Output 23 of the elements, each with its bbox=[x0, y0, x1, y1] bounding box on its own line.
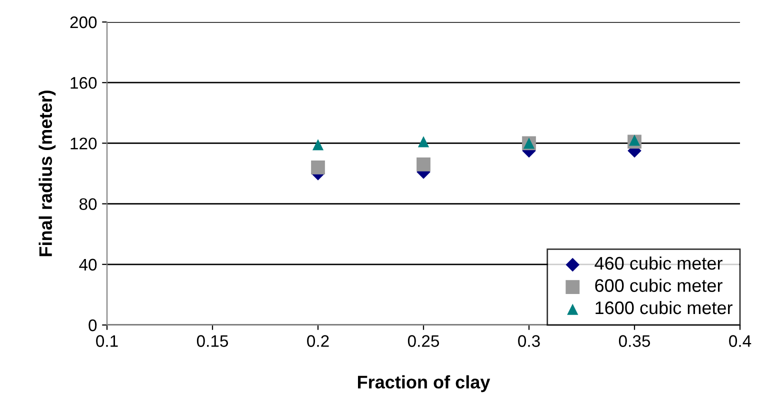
point bbox=[311, 160, 325, 174]
legend-label: 1600 cubic meter bbox=[596, 300, 732, 314]
y-tick-label: 200 bbox=[70, 16, 97, 28]
legend-label: 600 cubic meter bbox=[595, 278, 722, 292]
y-tick-label: 40 bbox=[79, 258, 97, 271]
point bbox=[418, 136, 430, 148]
point bbox=[628, 134, 640, 146]
legend-label: 460 cubic meter bbox=[594, 256, 722, 270]
point bbox=[312, 139, 324, 150]
y-tick-label: 0 bbox=[88, 319, 97, 332]
y-axis-title: Final radius (meter) bbox=[38, 90, 56, 256]
y-tick-label: 160 bbox=[70, 77, 97, 89]
x-tick-label: 0.4 bbox=[729, 335, 752, 347]
x-tick-label: 0.15 bbox=[196, 335, 228, 347]
y-tick-label: 120 bbox=[70, 138, 97, 150]
point bbox=[416, 157, 430, 172]
x-tick-label: 0.25 bbox=[408, 335, 440, 347]
x-tick-label: 0.2 bbox=[307, 335, 329, 347]
x-tick-label: 0.3 bbox=[518, 335, 540, 347]
x-tick-label: 0.1 bbox=[96, 335, 118, 347]
y-tick-label: 80 bbox=[79, 198, 97, 210]
x-tick-label: 0.35 bbox=[618, 335, 650, 347]
x-axis-title: Fraction of clay bbox=[358, 375, 490, 392]
